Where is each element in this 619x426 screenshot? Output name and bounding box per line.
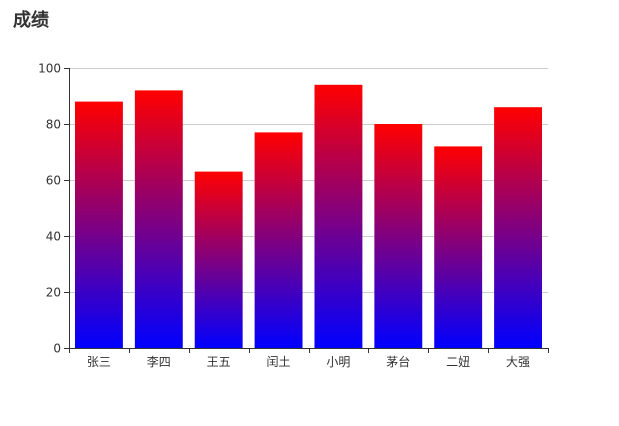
y-tick-label-20: 20 [46,286,61,300]
x-tick-label-小明: 小明 [326,355,350,369]
bar-大强 [494,107,543,348]
bar-茅台 [374,124,423,348]
x-tick-label-茅台: 茅台 [386,354,410,369]
tick-labels: 0 20 40 60 80 100 张三 李四 王五 闰土 小明 茅台 二妞 大强 [38,62,530,370]
bar-二妞 [434,146,483,348]
y-tick-label-40: 40 [46,230,61,244]
x-tick-label-李四: 李四 [147,354,171,369]
x-tick-label-二妞: 二妞 [446,355,470,369]
bar-张三 [74,101,123,348]
bar-小明 [314,84,363,349]
x-tick-label-王五: 王五 [207,355,231,369]
chart-title: 成绩 [13,10,49,31]
y-tick-label-100: 100 [38,62,61,76]
bar-王五 [194,171,243,348]
y-tick-label-0: 0 [53,342,61,356]
bar-闰土 [254,132,303,348]
bars [74,84,543,349]
x-tick-label-闰土: 闰土 [267,355,291,369]
y-tick-label-60: 60 [46,174,61,188]
y-tick-label-80: 80 [46,118,61,132]
bar-李四 [134,90,183,349]
x-tick-label-张三: 张三 [87,355,111,369]
axes [64,68,549,353]
x-tick-label-大强: 大强 [506,355,530,369]
